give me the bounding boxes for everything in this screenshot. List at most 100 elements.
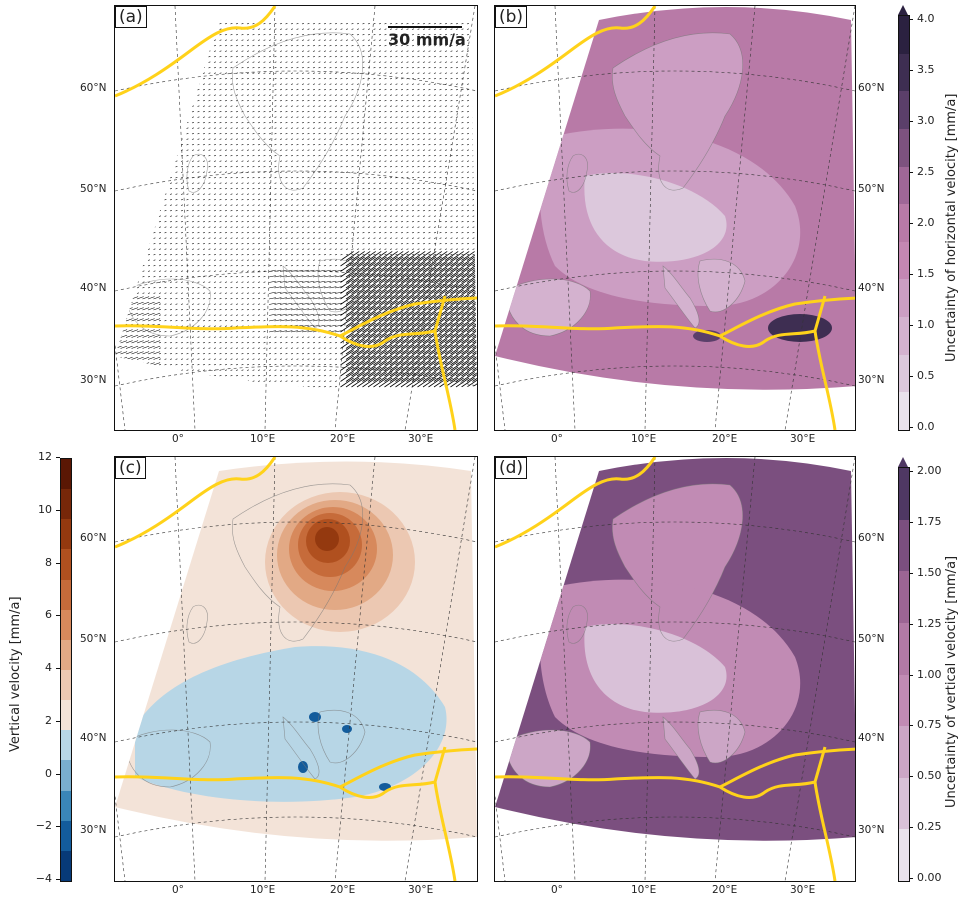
- velocity-arrow: [422, 188, 425, 190]
- velocity-arrow: [164, 182, 167, 184]
- velocity-arrow: [384, 278, 398, 289]
- velocity-arrow: [395, 317, 409, 327]
- velocity-arrow: [411, 188, 414, 190]
- velocity-arrow: [208, 364, 211, 366]
- velocity-arrow: [175, 380, 178, 382]
- velocity-arrow: [455, 215, 458, 217]
- velocity-arrow: [307, 259, 310, 261]
- velocity-arrow: [351, 311, 365, 322]
- velocity-arrow: [444, 204, 447, 206]
- velocity-arrow: [428, 177, 431, 179]
- velocity-arrow: [263, 281, 266, 283]
- velocity-arrow: [290, 232, 293, 234]
- velocity-arrow: [329, 61, 332, 63]
- velocity-arrow: [411, 278, 426, 289]
- velocity-arrow: [373, 372, 387, 382]
- colorbar-segment: [61, 459, 71, 490]
- velocity-arrow: [169, 342, 172, 344]
- velocity-arrow: [439, 78, 442, 80]
- velocity-arrow: [472, 72, 475, 74]
- velocity-arrow: [197, 133, 200, 135]
- plate-boundary-line: [813, 330, 837, 430]
- velocity-arrow: [323, 166, 326, 168]
- velocity-arrow: [235, 386, 238, 388]
- velocity-arrow: [417, 72, 420, 74]
- velocity-arrow: [362, 210, 365, 212]
- velocity-arrow: [444, 111, 447, 113]
- velocity-arrow: [439, 333, 453, 344]
- velocity-arrow: [318, 342, 321, 344]
- velocity-arrow: [290, 275, 298, 278]
- velocity-arrow: [389, 144, 392, 146]
- velocity-arrow: [158, 358, 161, 360]
- velocity-arrow: [406, 366, 420, 377]
- velocity-arrow: [219, 243, 222, 245]
- velocity-arrow: [125, 72, 128, 74]
- velocity-arrow: [202, 281, 205, 283]
- velocity-arrow: [208, 237, 211, 239]
- velocity-arrow: [115, 72, 117, 74]
- velocity-arrow: [323, 144, 326, 146]
- velocity-arrow: [417, 111, 420, 113]
- velocity-arrow: [230, 276, 233, 278]
- velocity-arrow: [257, 375, 260, 377]
- velocity-arrow: [351, 295, 365, 305]
- velocity-arrow: [241, 155, 244, 157]
- velocity-arrow: [296, 171, 299, 173]
- velocity-arrow: [252, 144, 255, 146]
- velocity-arrow: [142, 248, 145, 250]
- velocity-arrow: [158, 50, 161, 52]
- velocity-arrow: [142, 329, 150, 333]
- velocity-arrow: [439, 83, 442, 85]
- colorbar-segment: [899, 52, 909, 92]
- velocity-arrow: [115, 166, 117, 168]
- velocity-arrow: [318, 369, 321, 371]
- velocity-arrow: [411, 273, 426, 283]
- velocity-arrow: [334, 215, 337, 217]
- velocity-arrow: [461, 232, 464, 234]
- velocity-arrow: [290, 122, 293, 124]
- velocity-arrow: [444, 171, 447, 173]
- velocity-arrow: [384, 339, 398, 349]
- velocity-arrow: [219, 122, 222, 124]
- velocity-arrow: [115, 362, 122, 366]
- velocity-arrow: [400, 262, 415, 272]
- velocity-arrow: [301, 286, 309, 289]
- velocity-arrow: [191, 94, 194, 96]
- velocity-arrow: [345, 243, 348, 245]
- velocity-arrow: [202, 210, 205, 212]
- velocity-arrow: [362, 199, 365, 201]
- velocity-arrow: [345, 144, 348, 146]
- velocity-arrow: [246, 116, 249, 118]
- velocity-arrow: [428, 300, 442, 311]
- velocity-arrow: [180, 215, 183, 217]
- velocity-arrow: [444, 361, 459, 371]
- velocity-arrow: [142, 307, 150, 311]
- velocity-arrow: [191, 28, 194, 30]
- velocity-arrow: [213, 204, 216, 206]
- velocity-arrow: [466, 204, 469, 206]
- velocity-arrow: [395, 350, 409, 360]
- velocity-arrow: [252, 380, 255, 382]
- velocity-arrow: [235, 270, 238, 272]
- velocity-arrow: [202, 226, 205, 228]
- velocity-arrow: [252, 138, 255, 140]
- plate-boundary-line: [115, 457, 277, 549]
- velocity-arrow: [345, 377, 360, 388]
- velocity-arrow: [329, 188, 332, 190]
- velocity-arrow: [340, 171, 343, 173]
- velocity-arrow: [373, 138, 376, 140]
- velocity-arrow: [213, 61, 216, 63]
- velocity-arrow: [180, 177, 183, 179]
- velocity-arrow: [406, 133, 409, 135]
- velocity-arrow: [461, 262, 475, 272]
- velocity-arrow: [120, 45, 123, 47]
- velocity-arrow: [312, 127, 315, 129]
- velocity-arrow: [230, 364, 233, 366]
- velocity-arrow: [131, 83, 134, 85]
- velocity-arrow: [466, 23, 469, 25]
- velocity-arrow: [323, 199, 326, 201]
- velocity-arrow: [439, 100, 442, 102]
- colorbar-segment: [899, 621, 909, 675]
- velocity-arrow: [312, 204, 315, 206]
